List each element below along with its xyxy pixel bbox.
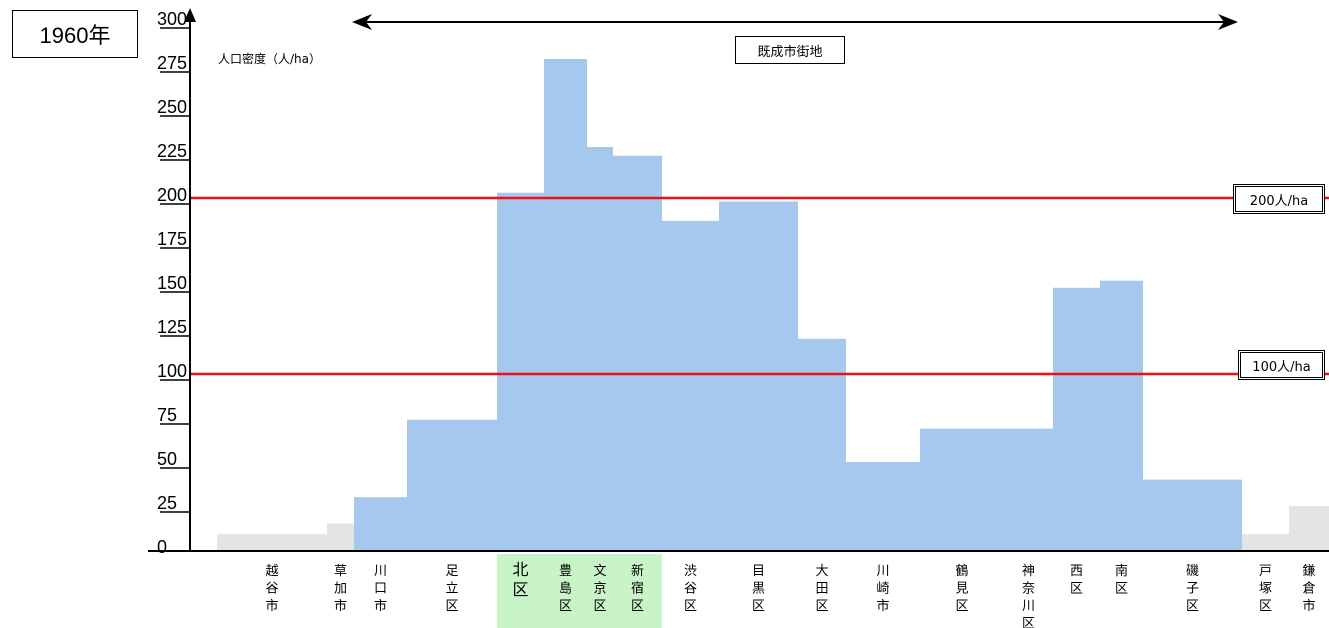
bar-足立区 <box>407 419 497 550</box>
category-label: 川崎市 <box>876 564 889 614</box>
bar-南区 <box>1100 280 1143 550</box>
bar-大田区 <box>798 338 846 550</box>
bar-渋谷区 <box>662 220 719 550</box>
y-tick-label: 0 <box>157 537 167 557</box>
highlight-band <box>497 554 662 628</box>
y-axis-label: 人口密度（人/ha） <box>218 52 322 66</box>
category-label: 鶴見区 <box>955 563 968 614</box>
y-tick-label: 100 <box>157 361 187 381</box>
y-tick-label: 150 <box>157 273 187 293</box>
bar-北区 <box>497 192 544 550</box>
y-axis-arrow <box>184 8 196 22</box>
y-tick-label: 50 <box>157 449 177 469</box>
bar-越谷市 <box>217 534 327 550</box>
y-tick-label: 275 <box>157 53 187 73</box>
bar-西区 <box>1053 287 1100 550</box>
category-label: 目黒区 <box>752 564 765 614</box>
built-up-area-span <box>352 14 1238 30</box>
category-label: 草加市 <box>334 564 347 614</box>
bar-豊島区 <box>544 58 587 551</box>
bar-鶴見区 <box>920 428 1004 550</box>
y-tick-label: 25 <box>157 493 177 513</box>
y-tick-label: 125 <box>157 317 187 337</box>
category-label: 足立区 <box>445 564 458 614</box>
category-label: 西区 <box>1070 564 1083 597</box>
y-tick-label: 300 <box>157 9 187 29</box>
category-label: 磯子区 <box>1186 564 1199 614</box>
y-tick-label: 200 <box>157 185 187 205</box>
category-labels-layer: 越谷市 草加市 川口市 足立区 北区 豊島区 文京区 新宿区 渋谷区 目黒区 大田区 川崎市 鶴見区 神奈… <box>265 554 1316 628</box>
category-label: 越谷市 <box>265 564 278 614</box>
left-arrow-head <box>352 14 372 30</box>
category-label: 戸塚区 <box>1259 564 1272 614</box>
category-label: 新宿区 <box>631 563 644 614</box>
bars-layer <box>217 58 1329 551</box>
category-label: 鎌倉市 <box>1302 564 1315 614</box>
bar-新宿区 <box>613 155 662 550</box>
bar-草加市 <box>327 523 354 550</box>
category-label: 神奈川区 <box>1022 564 1035 628</box>
bar-目黒区 <box>719 201 798 550</box>
bar-川崎市 <box>846 462 920 550</box>
category-label: 渋谷区 <box>684 564 697 614</box>
y-tick-label: 175 <box>157 229 187 249</box>
bar-戸塚区 <box>1242 534 1289 550</box>
reference-lines-layer <box>190 196 1329 376</box>
reference-label-100: 100人/ha <box>1238 350 1325 380</box>
category-label: 南区 <box>1115 563 1128 597</box>
bar-鎌倉市 <box>1289 506 1329 550</box>
bar-川口市 <box>354 497 407 550</box>
year-label: 1960年 <box>12 10 138 58</box>
category-label: 北区 <box>512 560 528 599</box>
bar-文京区 <box>587 146 613 550</box>
category-label: 文京区 <box>593 564 606 614</box>
bar-磯子区 <box>1143 479 1242 550</box>
bar-神奈川区 <box>1004 428 1053 550</box>
category-label: 豊島区 <box>559 564 572 614</box>
category-label: 川口市 <box>374 564 387 614</box>
y-axis-layer: 0 25 50 75 100 125 150 175 200 225 250 275 300 <box>148 8 1329 557</box>
y-tick-label: 225 <box>157 141 187 161</box>
category-label: 大田区 <box>815 564 828 614</box>
y-tick-label: 250 <box>157 97 187 117</box>
y-tick-label: 75 <box>157 405 177 425</box>
right-arrow-head <box>1218 14 1238 30</box>
reference-label-200: 200人/ha <box>1233 184 1325 214</box>
built-up-area-label: 既成市街地 <box>735 36 845 64</box>
